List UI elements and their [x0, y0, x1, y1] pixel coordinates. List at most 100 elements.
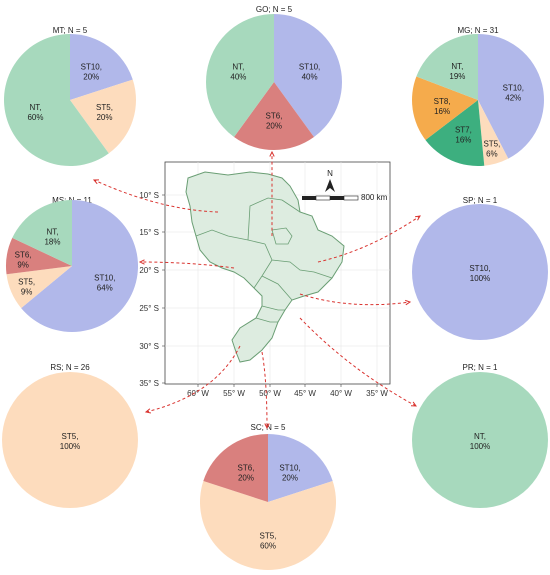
pie-slice: [6, 266, 73, 309]
slice-percent: 64%: [97, 284, 113, 293]
lon-tick-label: 50° W: [259, 389, 281, 398]
slice-percent: 100%: [470, 274, 490, 283]
lat-tick-label: 30° S: [139, 342, 159, 351]
slice-label: ST10,: [299, 62, 320, 71]
arrowhead-icon: [405, 299, 412, 306]
slice-label: NT,: [47, 227, 59, 236]
pie-title: MG; N = 31: [457, 26, 499, 35]
pie-slice: [478, 100, 509, 166]
pie-slice: [425, 100, 485, 166]
slice-label: ST5,: [18, 278, 35, 287]
slice-percent: 9%: [17, 260, 29, 269]
lon-tick-label: 55° W: [223, 389, 245, 398]
arrowhead-icon: [410, 401, 417, 407]
pie-chart: MG; N = 31ST10,42%ST5,6%ST7,16%ST8,16%NT…: [412, 26, 544, 166]
pie-title: RS; N = 26: [50, 363, 90, 372]
slice-percent: 60%: [27, 113, 43, 122]
pie-slice: [200, 480, 337, 571]
connector-arrow: [93, 179, 219, 213]
pie-slice: [21, 200, 139, 332]
slice-percent: 19%: [449, 72, 465, 81]
slice-percent: 16%: [455, 135, 471, 144]
slice-label: ST5,: [96, 103, 113, 112]
arrowhead-icon: [138, 259, 145, 265]
pie-slice: [412, 76, 478, 140]
slice-label: ST8,: [434, 97, 451, 106]
slice-label: NT,: [232, 62, 244, 71]
lat-tick-label: 25° S: [139, 304, 159, 313]
slice-percent: 40%: [230, 72, 246, 81]
scale-label: 800 km: [361, 193, 388, 202]
slice-percent: 20%: [83, 73, 99, 82]
slice-percent: 100%: [60, 442, 80, 451]
pie-slice: [234, 82, 314, 150]
state-borders: [195, 197, 333, 323]
pie-title: SC; N = 5: [251, 423, 286, 432]
slice-label: ST10,: [94, 274, 115, 283]
slice-label: NT,: [30, 103, 42, 112]
slice-percent: 20%: [282, 474, 298, 483]
connector-arrows: [92, 150, 421, 430]
latitude-ticks: 10° S 15° S 20° S 25° S 30° S 35° S: [139, 191, 165, 388]
slice-label: ST10,: [81, 63, 102, 72]
slice-label: NT,: [474, 432, 486, 441]
pie-title: GO; N = 5: [256, 5, 293, 14]
study-region-outline: [185, 171, 345, 363]
lat-tick-label: 15° S: [139, 228, 159, 237]
lon-tick-label: 45° W: [294, 389, 316, 398]
pie-title: PR; N = 1: [463, 363, 498, 372]
pie-chart: PR; N = 1 NT,100%: [412, 363, 548, 508]
slice-percent: 60%: [260, 541, 276, 550]
slice-label: ST6,: [15, 250, 32, 259]
arrowhead-icon: [92, 179, 100, 185]
pie-slice: [203, 434, 268, 502]
slice-percent: 42%: [505, 93, 521, 102]
pie-slice: [268, 434, 333, 502]
pie-slice: [412, 204, 548, 340]
arrowhead-icon: [144, 408, 151, 414]
lon-tick-label: 35° W: [366, 389, 388, 398]
north-label: N: [327, 169, 333, 178]
slice-percent: 40%: [302, 72, 318, 81]
slice-label: ST5,: [483, 140, 500, 149]
slice-percent: 16%: [434, 107, 450, 116]
pie-chart: SP; N = 1 ST10,100%: [412, 196, 548, 340]
lat-tick-label: 20° S: [139, 266, 159, 275]
arrowhead-icon: [264, 423, 270, 430]
slice-label: NT,: [451, 62, 463, 71]
pie-slice: [412, 372, 548, 508]
pie-slice: [2, 372, 138, 508]
slice-percent: 20%: [266, 121, 282, 130]
connector-arrow: [299, 293, 411, 306]
lon-tick-label: 60° W: [187, 389, 209, 398]
connector-arrow: [139, 261, 235, 269]
slice-label: ST10,: [469, 264, 490, 273]
pie-slice: [70, 34, 133, 100]
map-panel: N 800 km 10° S15° S20° S25° S30° S35° S …: [139, 161, 391, 398]
pie-slice: [5, 237, 72, 275]
lon-tick-label: 40° W: [330, 389, 352, 398]
pie-slice: [206, 14, 274, 138]
pie-title: MT; N = 5: [53, 26, 88, 35]
slice-label: ST5,: [62, 432, 79, 441]
lat-tick-label: 10° S: [139, 191, 159, 200]
pie-slice: [416, 34, 478, 100]
pie-slice: [70, 79, 137, 154]
scale-bar: 800 km: [302, 193, 388, 202]
slice-percent: 6%: [486, 150, 498, 159]
connector-arrow: [317, 215, 421, 263]
pie-slice: [12, 200, 73, 266]
slice-percent: 100%: [470, 442, 490, 451]
lat-tick-label: 35° S: [139, 379, 159, 388]
connector-arrow: [299, 317, 417, 407]
arrowhead-icon: [415, 215, 421, 221]
longitude-ticks: 60° W 55° W 50° W 45° W 40° W 35° W: [187, 384, 388, 398]
connector-arrow: [261, 351, 268, 429]
slice-percent: 9%: [21, 288, 33, 297]
slice-label: ST10,: [279, 464, 300, 473]
